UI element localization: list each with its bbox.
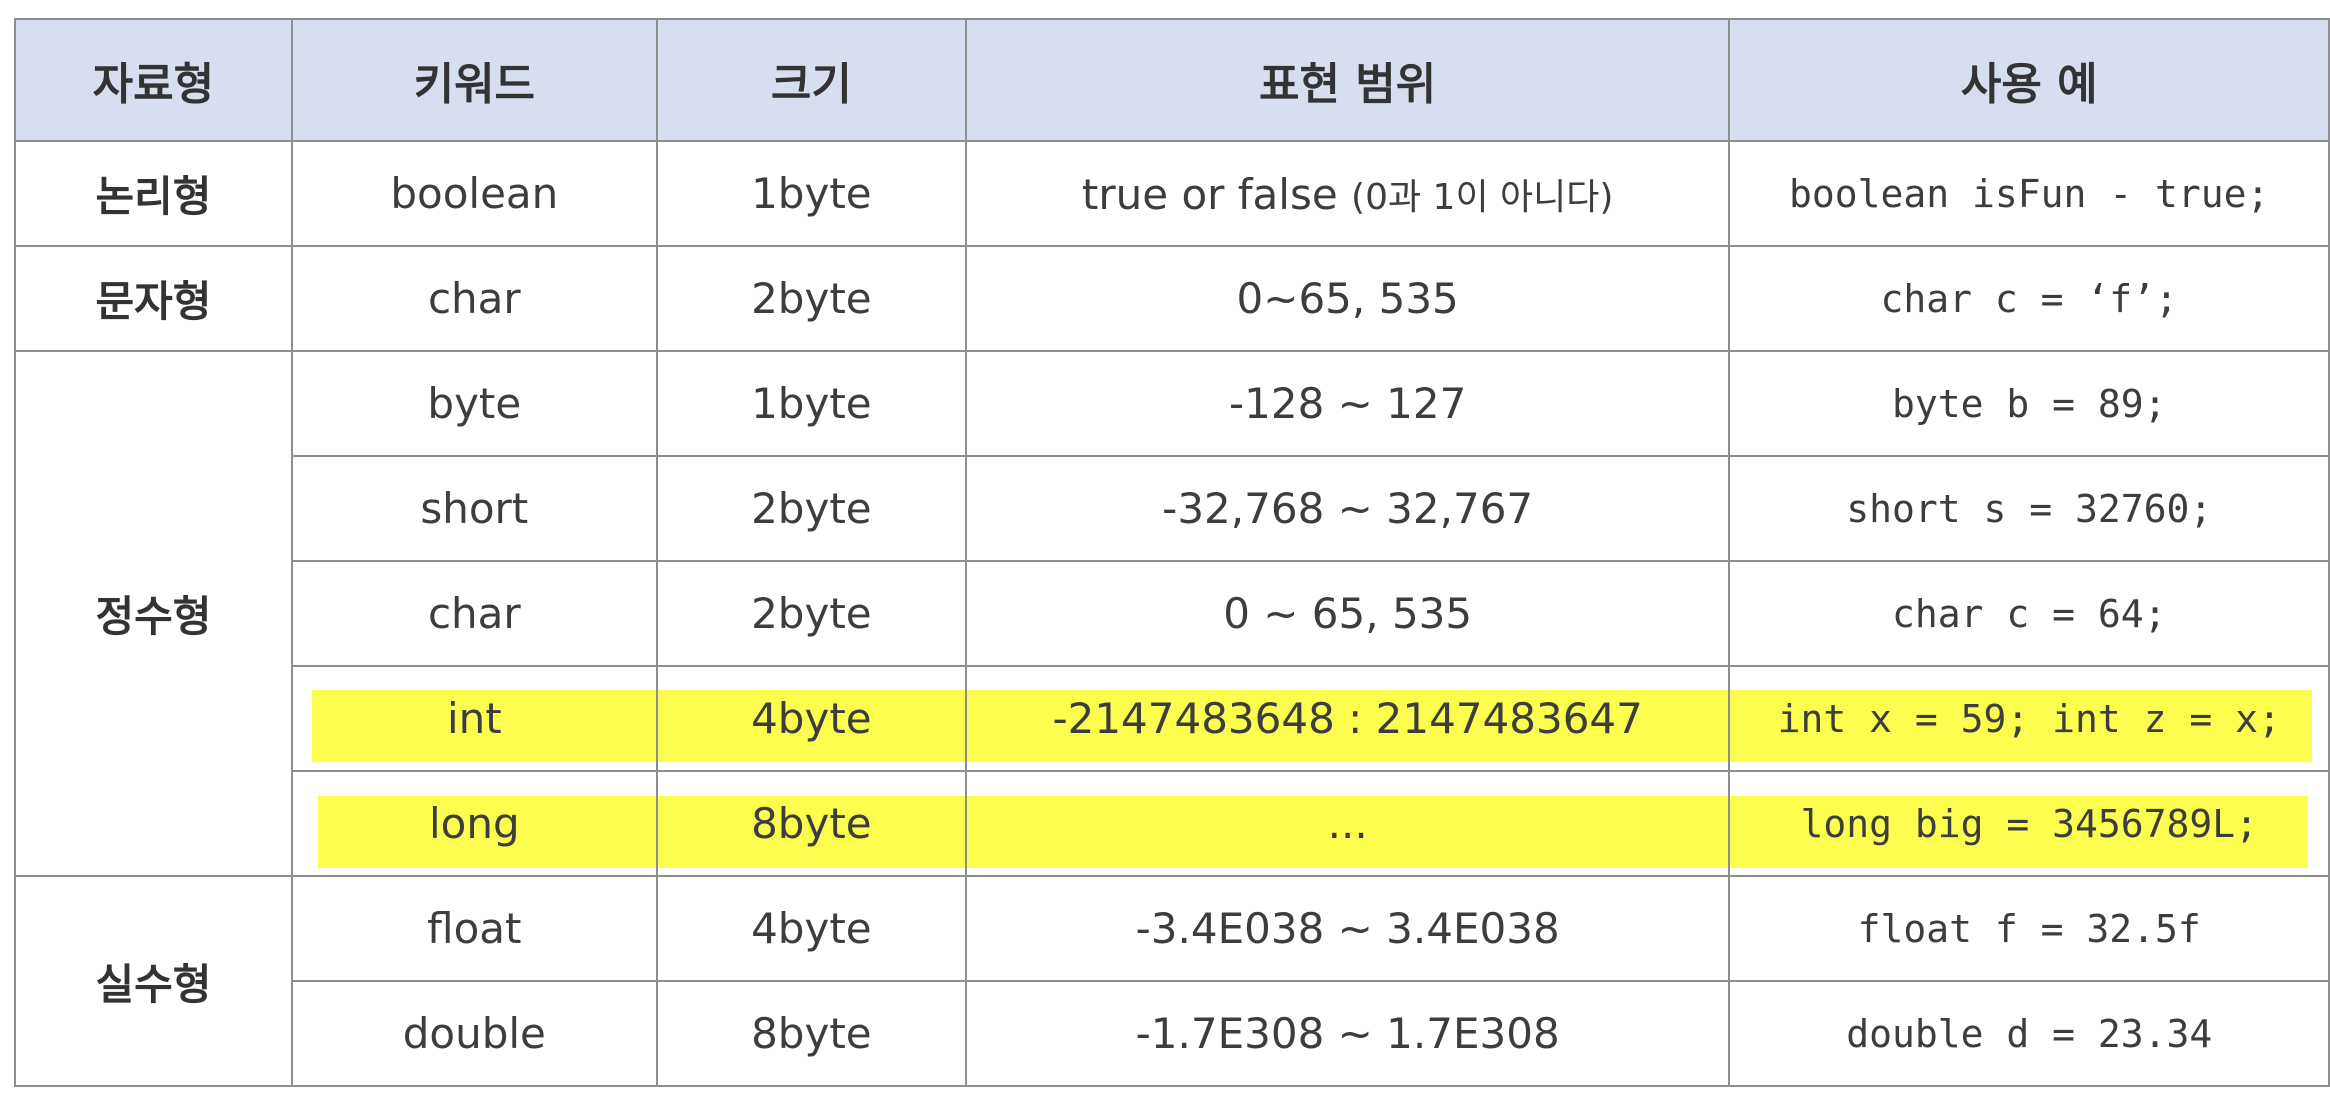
size-cell: 4byte — [655, 665, 967, 772]
example-text: long big = 3456789L; — [1800, 801, 2258, 846]
table-row: 논리형 boolean 1byte true or false (0과 1이 아… — [14, 140, 2330, 247]
range-cell: ... — [964, 770, 1731, 877]
keyword-cell: long — [290, 770, 658, 877]
table-row: char 2byte 0 ~ 65, 535 char c = 64; — [15, 560, 2330, 667]
keyword-cell: double — [290, 980, 658, 1087]
keyword-cell: char — [290, 245, 658, 352]
table-row: 실수형 float 4byte -3.4E038 ~ 3.4E038 float… — [14, 875, 2330, 1087]
header-row: 자료형 키워드 크기 표현 범위 사용 예 — [14, 18, 2330, 142]
header-keyword: 키워드 — [290, 18, 658, 142]
example-cell: int x = 59; int z = x; — [1728, 665, 2330, 772]
range-cell: -32,768 ~ 32,767 — [964, 455, 1731, 562]
size-text: 8byte — [751, 799, 872, 848]
size-cell: 8byte — [655, 980, 967, 1087]
keyword-cell: byte — [290, 350, 658, 457]
size-cell: 1byte — [655, 140, 967, 247]
size-cell: 4byte — [655, 875, 967, 982]
keyword-cell: short — [290, 455, 658, 562]
example-cell: boolean isFun - true; — [1728, 140, 2330, 247]
table-row: 문자형 char 2byte 0~65, 535 char c = ‘f’; — [14, 245, 2330, 352]
range-cell: true or false (0과 1이 아니다) — [964, 140, 1731, 247]
size-cell: 2byte — [655, 560, 967, 667]
keyword-cell: float — [290, 875, 658, 982]
header-example: 사용 예 — [1728, 18, 2330, 142]
type-cell-integer: 정수형 — [14, 350, 293, 877]
example-text: int x = 59; int z = x; — [1777, 696, 2281, 741]
type-cell-real: 실수형 — [14, 875, 293, 1087]
table-row: short 2byte -32,768 ~ 32,767 short s = 3… — [15, 455, 2330, 562]
size-cell: 2byte — [655, 245, 967, 352]
range-cell: -3.4E038 ~ 3.4E038 — [964, 875, 1731, 982]
type-cell-character: 문자형 — [14, 245, 293, 352]
table-row-highlighted: int 4byte -2147483648 : 2147483647 int x… — [15, 665, 2330, 772]
table-row: double 8byte -1.7E308 ~ 1.7E308 double d… — [15, 980, 2330, 1087]
keyword-cell: char — [290, 560, 658, 667]
table-row: 정수형 byte 1byte -128 ~ 127 byte b = 89; — [14, 350, 2330, 877]
header-range: 표현 범위 — [964, 18, 1731, 142]
example-cell: double d = 23.34 — [1728, 980, 2330, 1087]
keyword-text: long — [428, 799, 520, 848]
size-cell: 8byte — [655, 770, 967, 877]
range-cell: -2147483648 : 2147483647 — [964, 665, 1731, 772]
range-cell: -1.7E308 ~ 1.7E308 — [964, 980, 1731, 1087]
keyword-cell: boolean — [290, 140, 658, 247]
example-cell: long big = 3456789L; — [1728, 770, 2330, 877]
example-cell: char c = ‘f’; — [1728, 245, 2330, 352]
keyword-text: int — [446, 694, 502, 743]
range-cell: 0 ~ 65, 535 — [964, 560, 1731, 667]
type-cell-logical: 논리형 — [14, 140, 293, 247]
size-cell: 2byte — [655, 455, 967, 562]
example-cell: byte b = 89; — [1728, 350, 2330, 457]
header-type: 자료형 — [14, 18, 293, 142]
header-size: 크기 — [655, 18, 967, 142]
table-row-highlighted: long 8byte ... long big = 3456789L; — [15, 770, 2330, 877]
example-cell: char c = 64; — [1728, 560, 2330, 667]
keyword-cell: int — [290, 665, 658, 772]
size-text: 4byte — [751, 694, 872, 743]
size-cell: 1byte — [655, 350, 967, 457]
range-cell: -128 ~ 127 — [964, 350, 1731, 457]
range-note: (0과 1이 아니다) — [1351, 176, 1614, 218]
range-text: -2147483648 : 2147483647 — [1052, 694, 1643, 743]
example-cell: float f = 32.5f — [1728, 875, 2330, 982]
data-type-table: 자료형 키워드 크기 표현 범위 사용 예 논리형 boolean 1byte … — [14, 18, 2330, 1087]
range-text: ... — [1327, 799, 1368, 848]
example-cell: short s = 32760; — [1728, 455, 2330, 562]
range-cell: 0~65, 535 — [964, 245, 1731, 352]
range-main: true or false — [1081, 169, 1352, 219]
